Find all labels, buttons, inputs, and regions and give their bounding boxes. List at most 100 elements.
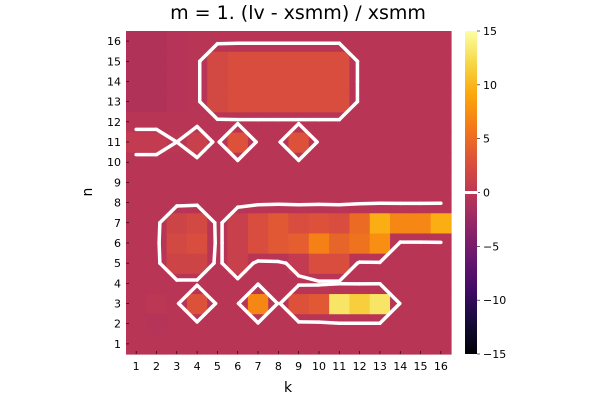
contour-segment: [296, 274, 321, 283]
heatmap-cell: [349, 293, 371, 315]
heatmap-cell: [308, 152, 330, 173]
contour-segment: [158, 204, 179, 225]
heatmap-cell: [247, 111, 269, 133]
contour-segment: [357, 201, 382, 206]
heatmap-cell: [146, 91, 168, 113]
heatmap-cell: [166, 273, 188, 295]
heatmap-cell: [227, 91, 249, 113]
heatmap-cell: [329, 131, 351, 153]
y-tick-label: 6: [114, 237, 121, 250]
heatmap-cell: [227, 232, 249, 254]
heatmap-cell: [369, 91, 391, 113]
heatmap-cell: [247, 152, 269, 173]
heatmap-cell: [369, 333, 391, 355]
contour-segment: [197, 99, 220, 121]
heatmap-cell: [288, 172, 310, 194]
heatmap-cell: [126, 111, 147, 133]
heatmap-cell: [390, 91, 411, 113]
heatmap-cell: [329, 232, 351, 254]
contour-segment: [157, 241, 162, 265]
heatmap-cell: [288, 212, 310, 234]
heatmap-cell: [186, 212, 208, 234]
heatmap-cell: [146, 31, 168, 52]
x-tick-label: 8: [275, 360, 282, 373]
contour-segment: [175, 203, 199, 208]
heatmap-cell: [308, 212, 330, 234]
heatmap-cell: [329, 192, 351, 214]
heatmap-cell: [227, 212, 249, 234]
heatmap-cell: [207, 253, 229, 274]
heatmap-cell: [166, 192, 188, 214]
heatmap-cell: [166, 91, 188, 113]
heatmap-cell: [146, 253, 168, 274]
heatmap-cell: [126, 71, 147, 93]
heatmap-cell: [268, 111, 290, 133]
x-tick-label: 6: [234, 360, 241, 373]
heatmap-cell: [349, 131, 371, 153]
heatmap-cell: [430, 313, 452, 335]
zero-contours: [134, 41, 443, 326]
y-tick-label: 10: [107, 156, 121, 169]
heatmap-cell: [390, 333, 411, 355]
heatmap-cell: [308, 232, 330, 254]
heatmap-cell: [126, 212, 147, 234]
heatmap-cell: [390, 273, 411, 295]
heatmap-cell: [186, 192, 208, 214]
y-tick-label: 14: [107, 75, 121, 88]
y-tick-label: 4: [114, 277, 121, 290]
heatmap-cell: [207, 91, 229, 113]
heatmap-cell: [349, 232, 371, 254]
heatmap-cell: [369, 232, 391, 254]
contour-segment: [317, 282, 342, 287]
heatmap-cell: [227, 172, 249, 194]
contour-segment: [220, 261, 240, 281]
y-tick-label: 13: [107, 96, 121, 109]
heatmap-cell: [227, 333, 249, 355]
contour-segment: [154, 140, 179, 157]
heatmap-cell: [227, 273, 249, 295]
heatmap-cell: [288, 232, 310, 254]
heatmap-cell: [410, 273, 432, 295]
heatmap-cell: [227, 192, 249, 214]
heatmap-cell: [268, 212, 290, 234]
contour-segment: [175, 140, 199, 160]
contour-segment: [256, 282, 280, 306]
heatmap-cell: [390, 131, 411, 153]
heatmap-cell: [247, 31, 269, 52]
contour-segment: [256, 202, 281, 207]
heatmap-cell: [288, 293, 310, 315]
heatmap-cell: [207, 273, 229, 295]
heatmap-cell: [207, 71, 229, 93]
heatmap-cell: [247, 293, 269, 315]
heatmap-cell: [430, 152, 452, 173]
x-tick-label: 1: [133, 360, 140, 373]
heatmap-cell: [146, 152, 168, 173]
heatmap-cell: [268, 333, 290, 355]
heatmap-cell: [207, 51, 229, 72]
contour-segment: [236, 282, 260, 306]
x-tick-label: 9: [295, 360, 302, 373]
colorbar-tick-label: −15: [483, 348, 506, 361]
heatmap-cell: [227, 31, 249, 52]
heatmap-cell: [166, 152, 188, 173]
heatmap-cell: [268, 232, 290, 254]
contour-segment: [195, 140, 215, 160]
heatmap-cell: [288, 71, 310, 93]
contour-segment: [378, 241, 402, 265]
heatmap-cell: [308, 91, 330, 113]
heatmap-cell: [227, 253, 249, 274]
heatmap-cell: [126, 232, 147, 254]
heatmap-cell: [227, 71, 249, 93]
heatmap-cell: [369, 293, 391, 315]
heatmap-cell: [308, 31, 330, 52]
heatmap-cell: [369, 172, 391, 194]
contour-segment: [176, 283, 199, 306]
heatmap-cell: [430, 333, 452, 355]
heatmap-cell: [410, 131, 432, 153]
heatmap-cell: [247, 253, 269, 274]
contour-segment: [217, 121, 240, 144]
x-tick-label: 16: [434, 360, 448, 373]
contour-segment: [157, 221, 162, 245]
contour-segment: [296, 121, 319, 144]
heatmap-cell: [126, 253, 147, 274]
